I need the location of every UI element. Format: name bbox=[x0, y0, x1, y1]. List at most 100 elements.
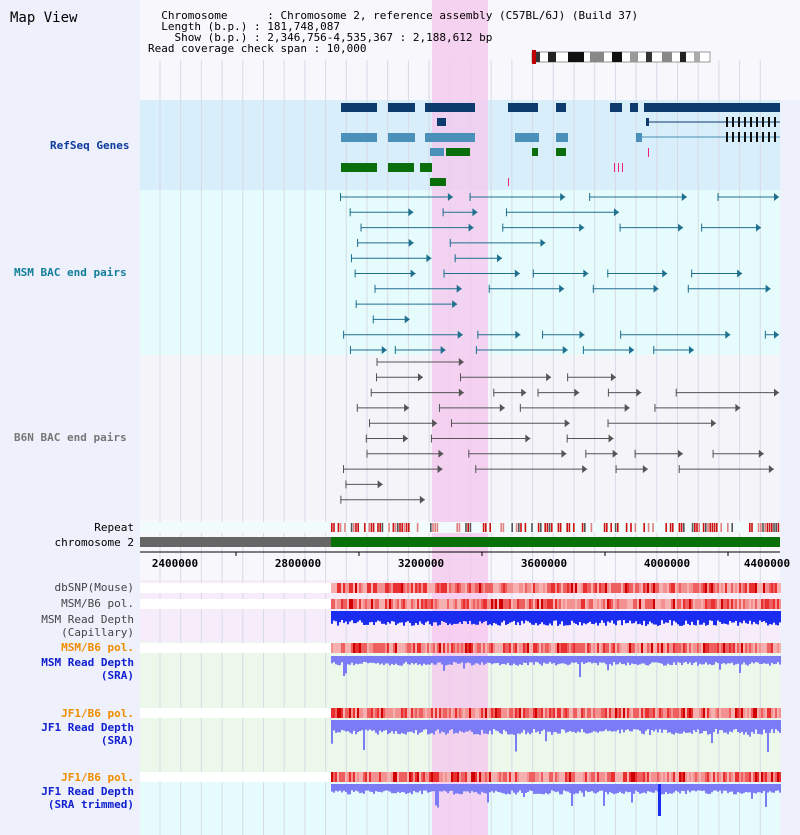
b6n-bac-pair-arrow[interactable] bbox=[404, 403, 410, 412]
jf1-b6-pol-heat[interactable] bbox=[659, 708, 661, 718]
repeat-element[interactable] bbox=[432, 523, 434, 532]
refseq-gene[interactable] bbox=[446, 148, 470, 156]
refseq-gene[interactable] bbox=[556, 148, 566, 156]
msm-b6-pol2-heat[interactable] bbox=[411, 643, 413, 653]
repeat-element[interactable] bbox=[590, 523, 593, 532]
msm-b6-pol2-heat[interactable] bbox=[541, 643, 543, 653]
jf1-b6-pol-heat[interactable] bbox=[487, 708, 489, 718]
jf1-b6-pol-heat[interactable] bbox=[385, 708, 387, 718]
repeat-element[interactable] bbox=[705, 523, 707, 532]
dbsnp-heat[interactable] bbox=[395, 583, 397, 593]
jf1-b6-pol2-heat[interactable] bbox=[709, 772, 711, 782]
repeat-element[interactable] bbox=[568, 523, 571, 532]
jf1-b6-pol-heat[interactable] bbox=[641, 708, 643, 718]
dbsnp-heat[interactable] bbox=[645, 583, 647, 593]
jf1-b6-pol2-heat[interactable] bbox=[653, 772, 655, 782]
repeat-element[interactable] bbox=[573, 523, 575, 532]
msm-b6-pol2-heat[interactable] bbox=[371, 643, 373, 653]
jf1-b6-pol2-heat[interactable] bbox=[615, 772, 617, 782]
jf1-b6-pol-heat[interactable] bbox=[753, 708, 755, 718]
msm-b6-pol-heat[interactable] bbox=[363, 599, 365, 609]
msm-b6-pol2-heat[interactable] bbox=[761, 643, 763, 653]
jf1-b6-pol-heat[interactable] bbox=[675, 708, 677, 718]
jf1-b6-pol2-heat[interactable] bbox=[549, 772, 551, 782]
dbsnp-heat[interactable] bbox=[351, 583, 353, 593]
msm-b6-pol-heat[interactable] bbox=[723, 599, 725, 609]
msm-b6-pol2-heat[interactable] bbox=[493, 643, 495, 653]
jf1-b6-pol-heat[interactable] bbox=[507, 708, 509, 718]
msm-b6-pol2-heat[interactable] bbox=[709, 643, 711, 653]
jf1-b6-pol2-heat[interactable] bbox=[557, 772, 559, 782]
msm-bac-pair-arrow[interactable] bbox=[560, 193, 566, 201]
jf1-b6-pol-heat[interactable] bbox=[649, 708, 651, 718]
msm-b6-pol-heat[interactable] bbox=[407, 599, 409, 609]
dbsnp-heat[interactable] bbox=[523, 583, 525, 593]
jf1-b6-pol-heat[interactable] bbox=[579, 708, 581, 718]
msm-b6-pol2-heat[interactable] bbox=[427, 643, 429, 653]
dbsnp-heat[interactable] bbox=[729, 583, 731, 593]
jf1-b6-pol-heat[interactable] bbox=[577, 708, 579, 718]
b6n-bac-pair-arrow[interactable] bbox=[438, 449, 444, 458]
repeat-element[interactable] bbox=[614, 523, 617, 532]
msm-b6-pol2-heat[interactable] bbox=[537, 643, 539, 653]
msm-b6-pol2-heat[interactable] bbox=[509, 643, 511, 653]
jf1-b6-pol2-heat[interactable] bbox=[551, 772, 553, 782]
dbsnp-heat[interactable] bbox=[687, 583, 689, 593]
msm-b6-pol2-heat[interactable] bbox=[653, 643, 655, 653]
msm-b6-pol-heat[interactable] bbox=[741, 599, 743, 609]
msm-b6-pol2-heat[interactable] bbox=[647, 643, 649, 653]
repeat-element[interactable] bbox=[581, 523, 584, 532]
msm-b6-pol-heat[interactable] bbox=[605, 599, 607, 609]
dbsnp-heat[interactable] bbox=[769, 583, 771, 593]
msm-b6-pol-heat[interactable] bbox=[475, 599, 477, 609]
msm-b6-pol-heat[interactable] bbox=[645, 599, 647, 609]
msm-b6-pol-heat[interactable] bbox=[457, 599, 459, 609]
jf1-b6-pol-heat[interactable] bbox=[445, 708, 447, 718]
dbsnp-heat[interactable] bbox=[705, 583, 707, 593]
dbsnp-heat[interactable] bbox=[635, 583, 637, 593]
msm-bac-pair-arrow[interactable] bbox=[540, 238, 546, 247]
dbsnp-heat[interactable] bbox=[425, 583, 427, 593]
jf1-b6-pol2-heat[interactable] bbox=[457, 772, 459, 782]
msm-bac-pair-arrow[interactable] bbox=[583, 269, 589, 278]
jf1-b6-pol-heat[interactable] bbox=[335, 708, 337, 718]
jf1-b6-pol-heat[interactable] bbox=[711, 708, 713, 718]
repeat-element[interactable] bbox=[458, 523, 461, 532]
jf1-b6-pol-heat[interactable] bbox=[529, 708, 531, 718]
jf1-b6-pol2-heat[interactable] bbox=[647, 772, 649, 782]
jf1-b6-pol-heat[interactable] bbox=[347, 708, 349, 718]
jf1-b6-pol2-heat[interactable] bbox=[359, 772, 361, 782]
repeat-element[interactable] bbox=[511, 523, 513, 532]
msm-b6-pol-heat[interactable] bbox=[637, 599, 639, 609]
msm-bac-pair-arrow[interactable] bbox=[579, 223, 585, 232]
jf1-b6-pol-heat[interactable] bbox=[331, 708, 333, 718]
dbsnp-heat[interactable] bbox=[633, 583, 635, 593]
dbsnp-heat[interactable] bbox=[581, 583, 583, 593]
dbsnp-heat[interactable] bbox=[601, 583, 603, 593]
msm-b6-pol-heat[interactable] bbox=[531, 599, 533, 609]
dbsnp-heat[interactable] bbox=[363, 583, 365, 593]
msm-b6-pol-heat[interactable] bbox=[635, 599, 637, 609]
jf1-b6-pol-heat[interactable] bbox=[337, 708, 339, 718]
msm-b6-pol2-heat[interactable] bbox=[703, 643, 705, 653]
repeat-element[interactable] bbox=[630, 523, 632, 532]
msm-bac-pair-arrow[interactable] bbox=[468, 223, 474, 232]
jf1-b6-pol2-heat[interactable] bbox=[777, 772, 779, 782]
msm-b6-pol2-heat[interactable] bbox=[743, 643, 745, 653]
jf1-b6-pol2-heat[interactable] bbox=[657, 772, 659, 782]
jf1-b6-pol-heat[interactable] bbox=[451, 708, 453, 718]
jf1-b6-pol2-heat[interactable] bbox=[355, 772, 357, 782]
jf1-b6-pol2-heat[interactable] bbox=[599, 772, 601, 782]
jf1-b6-pol-heat[interactable] bbox=[725, 708, 727, 718]
msm-b6-pol-heat[interactable] bbox=[743, 599, 745, 609]
msm-b6-pol2-heat[interactable] bbox=[447, 643, 449, 653]
msm-b6-pol2-heat[interactable] bbox=[559, 643, 561, 653]
repeat-element[interactable] bbox=[515, 523, 518, 532]
msm-b6-pol2-heat[interactable] bbox=[737, 643, 739, 653]
jf1-b6-pol2-heat[interactable] bbox=[529, 772, 531, 782]
jf1-b6-pol-heat[interactable] bbox=[333, 708, 335, 718]
msm-b6-pol2-heat[interactable] bbox=[777, 643, 779, 653]
msm-bac-pair-arrow[interactable] bbox=[426, 254, 432, 263]
msm-b6-pol2-heat[interactable] bbox=[717, 643, 719, 653]
repeat-element[interactable] bbox=[716, 523, 718, 532]
